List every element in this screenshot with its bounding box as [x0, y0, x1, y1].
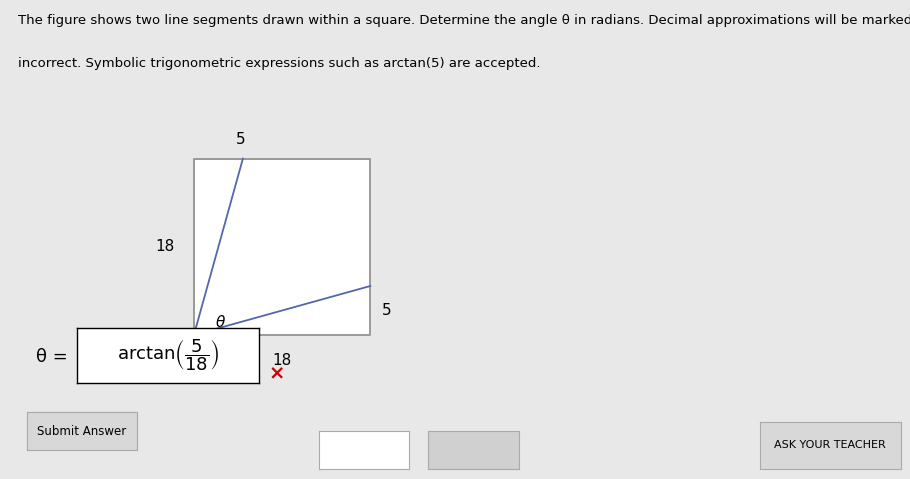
Text: ×: ×: [268, 364, 285, 383]
Text: Submit Answer: Submit Answer: [37, 424, 126, 438]
Text: incorrect. Symbolic trigonometric expressions such as arctan(5) are accepted.: incorrect. Symbolic trigonometric expres…: [18, 57, 541, 70]
Text: 5: 5: [236, 132, 246, 147]
Text: 18: 18: [272, 353, 292, 368]
Text: The figure shows two line segments drawn within a square. Determine the angle θ : The figure shows two line segments drawn…: [18, 14, 910, 27]
Text: θ =: θ =: [36, 348, 74, 366]
Text: 5: 5: [382, 303, 391, 318]
Polygon shape: [194, 159, 370, 335]
Text: arctan$\left(\dfrac{5}{18}\right)$: arctan$\left(\dfrac{5}{18}\right)$: [117, 338, 219, 374]
Text: θ: θ: [216, 315, 225, 330]
Text: 18: 18: [155, 240, 175, 254]
Text: ASK YOUR TEACHER: ASK YOUR TEACHER: [774, 441, 886, 450]
